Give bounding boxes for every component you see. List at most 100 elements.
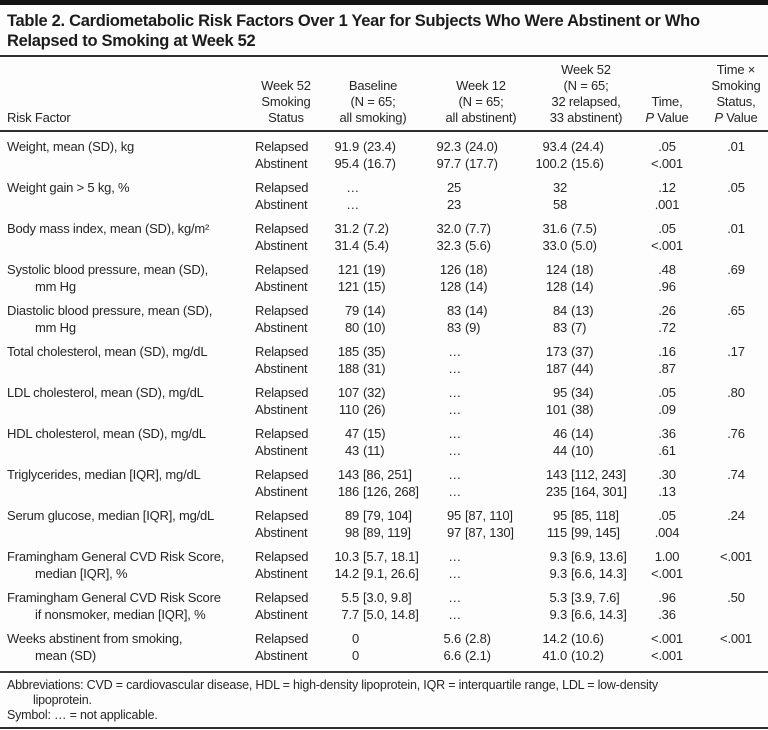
time-pvalue-relapsed: .26 [658,303,676,318]
interaction-pvalue: .74 [727,467,745,482]
smoking-status-cell: Relapsed Abstinent [255,220,317,254]
time-pvalue-cell: .05 .09 [639,384,695,418]
time-pvalue-relapsed: .16 [658,344,676,359]
smoking-status-relapsed: Relapsed [255,262,309,277]
time-pvalue-cell: .05 .004 [639,507,695,541]
table-row: Triglycerides, median [IQR], mg/dL Relap… [7,466,761,500]
column-header-week12: Week 12 (N = 65; all abstinent) [445,78,517,125]
risk-factor-label: Serum glucose, median [IQR], mg/dL [7,508,215,523]
time-pvalue-cell: .12 .001 [639,179,695,213]
smoking-status-abstinent: Abstinent [255,484,308,499]
time-pvalue-relapsed: <.001 [651,631,683,646]
smoking-status-cell: Relapsed Abstinent [255,138,317,172]
risk-factor-cell: Weeks abstinent from smoking, mean (SD) [7,630,255,664]
interaction-pvalue: .17 [727,344,745,359]
risk-factor-label-cont: mean (SD) [35,648,97,663]
smoking-status-abstinent: Abstinent [255,279,308,294]
baseline-cell: 89 [79, 104] 98 [89, 119] [344,508,412,540]
interaction-pvalue-cell: .01 [695,220,761,254]
smoking-status-abstinent: Abstinent [255,197,308,212]
risk-factor-label: Systolic blood pressure, mean (SD), [7,262,209,277]
time-pvalue-cell: .05 <.001 [639,138,695,172]
risk-factor-cell: HDL cholesterol, mean (SD), mg/dL [7,425,255,459]
week12-cell: … … [448,385,461,417]
baseline-cell: 10.3 [5.7, 18.1] 14.2 [9.1, 26.6] [334,549,419,581]
table-body: Weight, mean (SD), kg Relapsed Abstinent… [0,132,768,664]
interaction-pvalue-cell: .65 [695,302,761,336]
time-pvalue-abstinent: <.001 [651,156,683,171]
risk-factor-cell: Framingham General CVD Risk Score, media… [7,548,255,582]
interaction-pvalue-cell: .76 [695,425,761,459]
table-row: Framingham General CVD Risk Score, media… [7,548,761,582]
week12-cell: 126 (18) 128 (14) [439,262,488,294]
risk-factor-cell: Total cholesterol, mean (SD), mg/dL [7,343,255,377]
week52-cell: 46 (14) 44 (10) [552,426,594,458]
time-pvalue-relapsed: .05 [658,385,676,400]
week12-cell: 25 23 [446,180,461,212]
smoking-status-cell: Relapsed Abstinent [255,548,317,582]
smoking-status-cell: Relapsed Abstinent [255,425,317,459]
bottom-rule [0,727,768,729]
week52-cell: 84 (13) 83 (7) [552,303,594,335]
smoking-status-relapsed: Relapsed [255,426,309,441]
abbreviations-note-cont: lipoprotein. [33,693,92,707]
risk-factor-label: Weight gain > 5 kg, % [7,180,130,195]
smoking-status-abstinent: Abstinent [255,156,308,171]
risk-factor-label: Framingham General CVD Risk Score, [7,549,225,564]
smoking-status-abstinent: Abstinent [255,320,308,335]
risk-factor-label: Body mass index, mean (SD), kg/m² [7,221,210,236]
column-header-time-pvalue: Time, P Value [645,94,689,125]
interaction-pvalue-cell: .05 [695,179,761,213]
risk-factor-label-cont [7,196,255,213]
interaction-pvalue: .05 [727,180,745,195]
risk-factor-label-cont: mm Hg [35,320,76,335]
divider-above-footnotes [0,671,768,673]
table-row: Framingham General CVD Risk Score if non… [7,589,761,623]
week52-cell: 31.6 (7.5) 33.0 (5.0) [542,221,597,253]
interaction-pvalue: <.001 [720,549,752,564]
column-header-risk-factor: Risk Factor [7,110,71,125]
abbreviations-note: Abbreviations: CVD = cardiovascular dise… [7,678,658,692]
risk-factor-label-cont [7,401,255,418]
time-pvalue-cell: .16 .87 [639,343,695,377]
week52-cell: 143 [112, 243] 235 [164, 301] [545,467,627,499]
interaction-pvalue: .50 [727,590,745,605]
smoking-status-relapsed: Relapsed [255,139,309,154]
smoking-status-relapsed: Relapsed [255,508,309,523]
baseline-cell: 121 (19) 121 (15) [337,262,386,294]
baseline-cell: 47 (15) 43 (11) [344,426,386,458]
week12-cell: 95 [87, 110] 97 [87, 130] [446,508,514,540]
risk-factor-cell: Framingham General CVD Risk Score if non… [7,589,255,623]
table-row: HDL cholesterol, mean (SD), mg/dL Relaps… [7,425,761,459]
table-title-line1: Table 2. Cardiometabolic Risk Factors Ov… [7,12,700,30]
risk-factor-label-cont [7,483,255,500]
risk-factor-cell: LDL cholesterol, mean (SD), mg/dL [7,384,255,418]
time-pvalue-abstinent: .09 [658,402,676,417]
smoking-status-relapsed: Relapsed [255,467,309,482]
risk-factor-label: Framingham General CVD Risk Score [7,590,221,605]
baseline-cell: 0 0 [351,631,359,663]
interaction-pvalue-cell: .50 [695,589,761,623]
smoking-status-abstinent: Abstinent [255,361,308,376]
smoking-status-relapsed: Relapsed [255,549,309,564]
interaction-pvalue: .65 [727,303,745,318]
time-pvalue-relapsed: 1.00 [654,549,680,564]
table-header: Risk Factor Week 52 Smoking Status Basel… [0,57,768,130]
interaction-pvalue: .76 [727,426,745,441]
risk-factor-cell: Diastolic blood pressure, mean (SD), mm … [7,302,255,336]
risk-factor-label: Weight, mean (SD), kg [7,139,135,154]
risk-factor-label: Diastolic blood pressure, mean (SD), [7,303,213,318]
interaction-pvalue: .69 [727,262,745,277]
italic-p: P [714,110,723,125]
top-rule-bar [0,0,768,5]
interaction-pvalue: .80 [727,385,745,400]
interaction-pvalue-cell: <.001 [695,548,761,582]
divider-below-title [0,55,768,57]
risk-factor-label: Total cholesterol, mean (SD), mg/dL [7,344,208,359]
week52-cell: 32 58 [552,180,567,212]
time-pvalue-abstinent: .13 [658,484,676,499]
risk-factor-label: Weeks abstinent from smoking, [7,631,183,646]
time-pvalue-abstinent: .87 [658,361,676,376]
interaction-pvalue-cell: .80 [695,384,761,418]
table-title-line2: Relapsed to Smoking at Week 52 [7,32,256,50]
